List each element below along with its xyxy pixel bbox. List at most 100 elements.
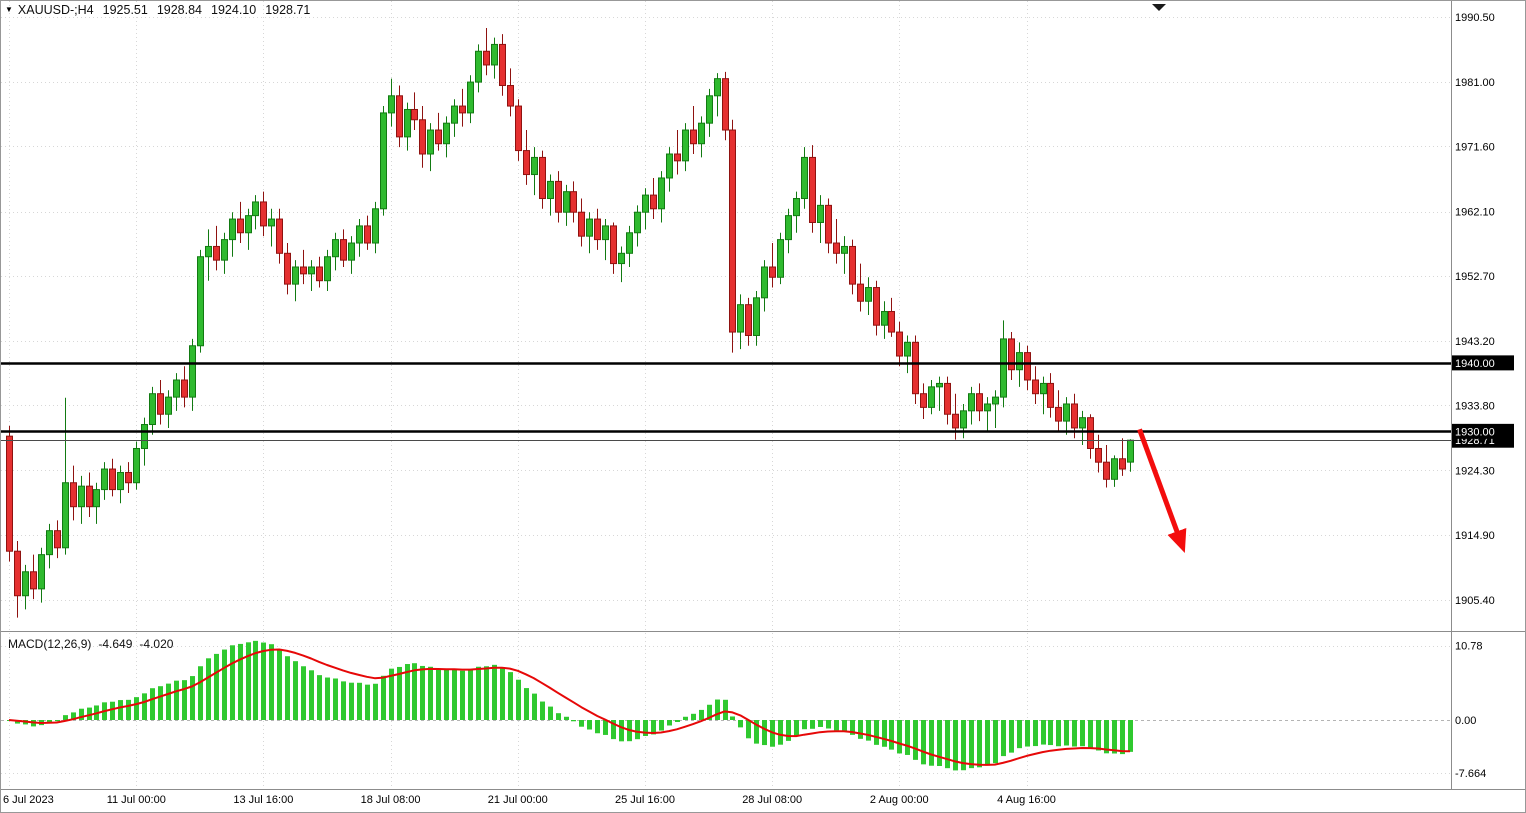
macd-bar [691,713,696,720]
time-axis-label: 25 Jul 16:00 [615,794,675,806]
macd-bar [802,720,807,730]
macd-bar [428,666,433,720]
candle-down [745,304,752,336]
macd-bar [349,682,354,720]
candle-up [197,256,204,347]
macd-bar [897,720,902,754]
candle-up [356,225,363,244]
candle-up [928,386,935,408]
symbol-dropdown-icon[interactable]: ▼ [5,5,13,14]
candle-down [578,211,585,237]
macd-bar [667,720,672,726]
candle-up [968,393,975,412]
macd-bar [1017,720,1022,749]
macd-bar [1056,720,1061,747]
candle-up [1127,439,1134,463]
candle-up [714,78,721,97]
time-axis-label: 2 Aug 00:00 [869,794,929,806]
macd-bar [222,649,227,720]
macd-axis[interactable]: 10.78 0.00 -7.664 [1455,641,1486,780]
candle-up [777,239,784,278]
macd-bar [778,720,783,745]
macd-bar [500,667,505,720]
price-axis[interactable]: 1990.50 1981.00 1971.60 1962.10 1952.70 1943.… [1452,12,1514,607]
chart-canvas[interactable]: 1990.50 1981.00 1971.60 1962.10 1952.70 1943.… [1,1,1526,790]
macd-bar [15,720,20,724]
candle-up [984,403,991,412]
macd-bar [1128,720,1133,752]
macd-bar [595,720,600,734]
candle-down [1032,379,1039,395]
macd-bar [1064,720,1069,746]
macd-bar [190,676,195,720]
candle-down [1095,447,1102,463]
candle-up [785,215,792,241]
ohlc-open: 1925.51 [102,3,148,17]
candle-down [70,482,77,508]
candle-up [427,129,434,155]
candle-up [737,304,744,333]
candle-up [292,266,299,285]
macd-bar [993,720,998,764]
candle-up [117,471,124,491]
candle-down [316,266,323,282]
macd-bar [1096,720,1101,751]
candle-up [141,424,148,449]
candle-down [729,129,736,333]
candle-down [809,156,816,223]
candle-up [133,447,140,484]
macd-bar [524,688,529,720]
candle-up [46,530,53,556]
candle-up [992,396,999,405]
macd-bar [985,720,990,766]
candle-down [515,105,522,152]
macd-signal-line [8,648,1131,766]
macd-bar [651,720,656,735]
macd-bar [206,658,211,720]
hline-price-label-bg [1452,423,1514,439]
trend-arrow[interactable] [1137,428,1187,553]
candle-down [237,218,244,234]
macd-bar [405,664,410,720]
candle-down [769,266,776,278]
macd-bar [1088,720,1093,749]
time-axis[interactable]: 6 Jul 2023 11 Jul 00:00 13 Jul 16:00 18 Jul… [1,791,1525,812]
candle-down [6,435,13,552]
candle-up [547,180,554,200]
macd-bar [1080,720,1085,747]
macd-bar [397,666,402,720]
candle-up [865,287,872,302]
macd-bar [436,669,441,720]
macd-bar [373,683,378,720]
ohlc-close: 1928.71 [265,3,311,17]
macd-bar [659,720,664,731]
candle-down [54,530,61,549]
time-axis-label: 28 Jul 08:00 [742,794,803,806]
macd-bar [476,666,481,720]
candle-down [1103,461,1110,480]
candle-up [586,218,593,237]
candle-down [952,413,959,429]
candle-up [602,225,609,241]
macd-bar [1001,720,1006,757]
candle-down [690,129,697,145]
candle-up [38,554,45,590]
candle-up [165,396,172,415]
candle-up [1079,417,1086,429]
candle-up [62,482,69,549]
candle-down [364,225,371,244]
macd-bar [412,663,417,720]
candle-down [920,393,927,408]
macd-bar [1120,720,1125,755]
candles-layer [6,27,1134,618]
candle-up [1063,403,1070,422]
candle-up [642,194,649,213]
chart-shift-marker-icon[interactable] [1152,4,1166,11]
macd-bar [1033,720,1038,747]
macd-bar [468,669,473,720]
candle-up [101,468,108,491]
macd-bar [261,642,266,720]
price-tick-label: 1962.10 [1455,207,1495,219]
hline-price-label: 1940.00 [1455,358,1495,370]
